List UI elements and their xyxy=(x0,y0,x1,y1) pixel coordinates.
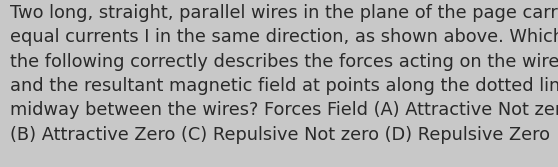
Text: Two long, straight, parallel wires in the plane of the page carry
equal currents: Two long, straight, parallel wires in th… xyxy=(10,4,558,144)
